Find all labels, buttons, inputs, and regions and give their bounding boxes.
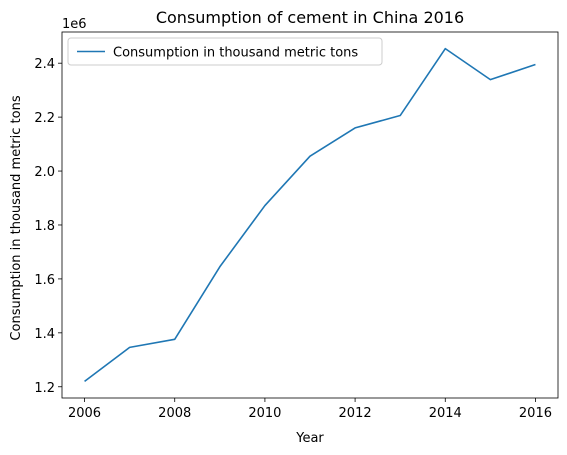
x-tick-label: 2014: [429, 406, 462, 421]
x-tick-label: 2010: [248, 406, 281, 421]
y-tick-label: 1.8: [34, 219, 55, 234]
y-offset-label: 1e6: [62, 17, 87, 32]
plot-area: 2006 2008 2010 2012 2014 2016 1.2 1.4 1.6 1.8 2.0 2…: [34, 31, 559, 421]
legend-label: Consumption in thousand metric tons: [113, 46, 358, 61]
x-tick-label: 2016: [519, 406, 552, 421]
x-axis-label: Year: [295, 431, 324, 446]
x-tick-label: 2008: [158, 406, 191, 421]
legend-box: [67, 37, 383, 66]
y-tick-label: 2.4: [34, 57, 55, 72]
y-tick-label: 1.4: [34, 327, 55, 342]
chart-title: Consumption of cement in China 2016: [156, 8, 464, 27]
y-axis-label: Consumption in thousand metric tons: [9, 95, 24, 340]
y-tick-label: 1.6: [34, 273, 55, 288]
series-line: [84, 47, 536, 382]
axes-frame: [61, 31, 559, 399]
x-tick-label: 2012: [339, 406, 372, 421]
x-tick-label: 2006: [68, 406, 101, 421]
legend: Consumption in thousand metric tons: [67, 37, 383, 66]
y-tick-label: 1.2: [34, 381, 55, 396]
y-tick-label: 2.0: [34, 165, 55, 180]
y-tick-label: 2.2: [34, 111, 55, 126]
